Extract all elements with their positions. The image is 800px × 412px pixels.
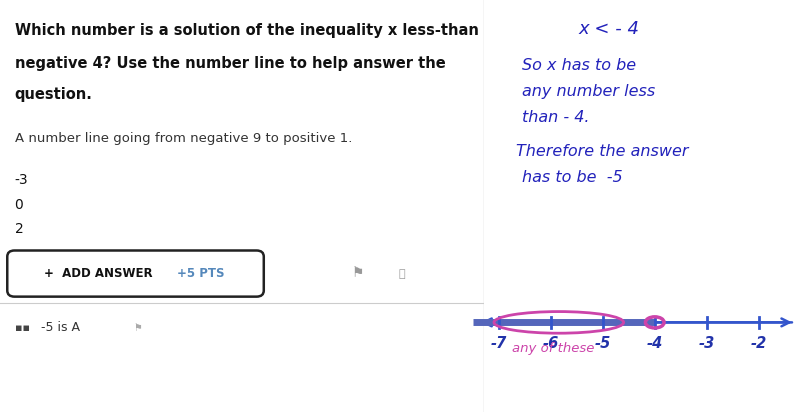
Text: -7: -7: [491, 336, 507, 351]
Text: -6: -6: [543, 336, 559, 351]
Text: than - 4.: than - 4.: [522, 110, 590, 124]
Text: question.: question.: [14, 87, 92, 101]
Text: has to be  -5: has to be -5: [522, 170, 622, 185]
Text: Therefore the answer: Therefore the answer: [516, 144, 688, 159]
Text: So x has to be: So x has to be: [522, 58, 636, 73]
Text: 0: 0: [14, 198, 23, 212]
Text: +5 PTS: +5 PTS: [177, 267, 224, 280]
Text: ⚑: ⚑: [352, 267, 365, 281]
Text: -3: -3: [14, 173, 28, 187]
Text: -5 is A: -5 is A: [41, 321, 80, 334]
Text: -3: -3: [698, 336, 714, 351]
Text: Which number is a solution of the inequality x less-than: Which number is a solution of the inequa…: [14, 23, 478, 37]
Text: -4: -4: [646, 336, 663, 351]
Text: +  ADD ANSWER: + ADD ANSWER: [43, 267, 152, 280]
Text: any number less: any number less: [522, 84, 655, 98]
Text: negative 4? Use the number line to help answer the: negative 4? Use the number line to help …: [14, 56, 446, 70]
Text: -2: -2: [750, 336, 766, 351]
FancyBboxPatch shape: [7, 250, 264, 297]
Text: x < - 4: x < - 4: [578, 20, 640, 38]
Text: 🔔: 🔔: [398, 269, 405, 279]
Text: 2: 2: [14, 222, 23, 236]
Text: ⚑: ⚑: [133, 323, 142, 332]
Text: A number line going from negative 9 to positive 1.: A number line going from negative 9 to p…: [14, 132, 352, 145]
Text: ▪▪: ▪▪: [14, 323, 30, 332]
Text: any of these: any of these: [513, 342, 594, 355]
Text: -5: -5: [594, 336, 611, 351]
